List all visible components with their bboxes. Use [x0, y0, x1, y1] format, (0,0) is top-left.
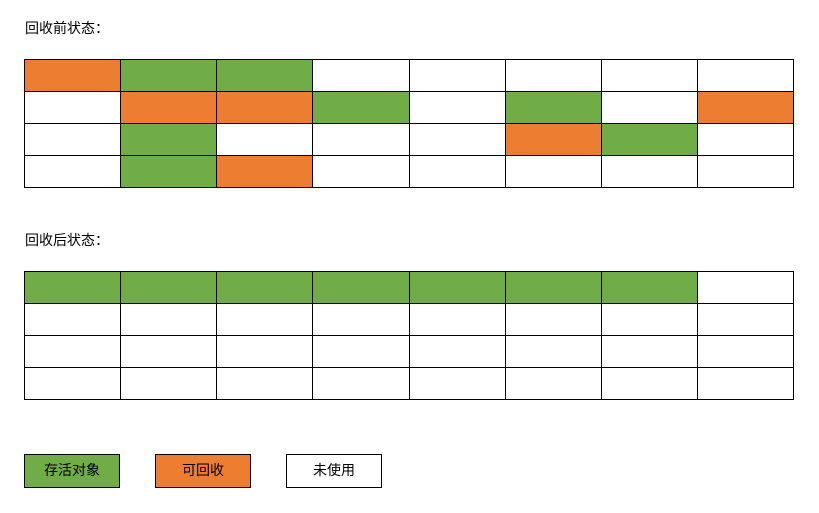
after-cell-unused [600, 303, 698, 336]
before-cell-unused [408, 155, 506, 188]
before-cell-unused [504, 59, 602, 92]
after-cell-unused [120, 367, 218, 400]
before-cell-unused [600, 59, 698, 92]
before-cell-reclaimable [504, 123, 602, 156]
before-cell-unused [504, 155, 602, 188]
before-cell-unused [23, 155, 122, 188]
after-cell-live [23, 271, 122, 304]
after-cell-unused [312, 303, 410, 336]
before-cell-unused [312, 155, 410, 188]
after-cell-unused [696, 303, 795, 336]
after-state-label: 回收后状态： [25, 233, 109, 249]
after-cell-live [408, 271, 506, 304]
after-row [23, 335, 795, 368]
after-row [23, 271, 795, 304]
before-row [23, 59, 795, 92]
before-cell-live [120, 123, 218, 156]
after-cell-unused [23, 367, 122, 400]
after-cell-unused [120, 335, 218, 368]
before-cell-unused [696, 123, 795, 156]
after-cell-unused [408, 335, 506, 368]
after-cell-live [600, 271, 698, 304]
after-cell-unused [600, 367, 698, 400]
before-cell-reclaimable [23, 59, 122, 92]
after-cell-unused [408, 367, 506, 400]
after-cell-unused [120, 303, 218, 336]
after-cell-unused [696, 271, 795, 304]
after-cell-live [216, 271, 314, 304]
after-memory-grid [23, 271, 795, 400]
after-cell-unused [23, 335, 122, 368]
before-cell-unused [696, 59, 795, 92]
before-cell-reclaimable [120, 91, 218, 124]
before-cell-unused [312, 123, 410, 156]
after-cell-unused [312, 335, 410, 368]
before-state-label: 回收前状态： [25, 21, 109, 37]
legend-live-objects: 存活对象 [24, 454, 120, 488]
before-cell-unused [312, 59, 410, 92]
after-cell-unused [504, 335, 602, 368]
before-cell-unused [600, 155, 698, 188]
before-cell-unused [696, 155, 795, 188]
after-cell-live [120, 271, 218, 304]
before-cell-unused [216, 123, 314, 156]
before-cell-reclaimable [696, 91, 795, 124]
after-cell-unused [600, 335, 698, 368]
before-cell-unused [23, 123, 122, 156]
before-cell-unused [600, 91, 698, 124]
before-cell-live [216, 59, 314, 92]
before-cell-live [312, 91, 410, 124]
after-cell-unused [696, 367, 795, 400]
after-cell-live [504, 271, 602, 304]
before-memory-grid [23, 59, 795, 188]
before-cell-unused [408, 123, 506, 156]
after-cell-unused [23, 303, 122, 336]
after-cell-unused [504, 303, 602, 336]
before-row [23, 155, 795, 188]
after-cell-unused [408, 303, 506, 336]
legend-reclaimable: 可回收 [155, 454, 251, 488]
before-cell-unused [408, 91, 506, 124]
before-cell-live [504, 91, 602, 124]
after-cell-unused [216, 303, 314, 336]
after-row [23, 367, 795, 400]
before-cell-reclaimable [216, 91, 314, 124]
after-cell-unused [696, 335, 795, 368]
before-cell-live [120, 155, 218, 188]
before-row [23, 123, 795, 156]
after-cell-live [312, 271, 410, 304]
before-cell-live [120, 59, 218, 92]
before-cell-unused [23, 91, 122, 124]
before-cell-live [600, 123, 698, 156]
before-cell-reclaimable [216, 155, 314, 188]
legend-unused: 未使用 [286, 454, 382, 488]
after-row [23, 303, 795, 336]
before-cell-unused [408, 59, 506, 92]
after-cell-unused [312, 367, 410, 400]
after-cell-unused [216, 335, 314, 368]
after-cell-unused [216, 367, 314, 400]
before-row [23, 91, 795, 124]
after-cell-unused [504, 367, 602, 400]
